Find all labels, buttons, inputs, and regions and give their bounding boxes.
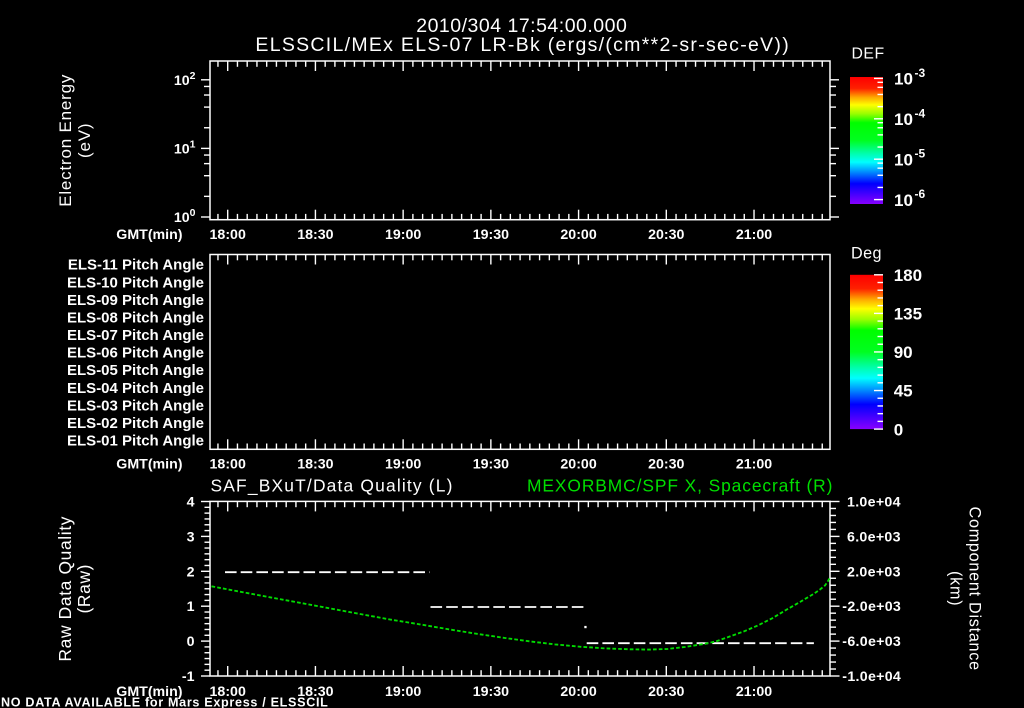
svg-text:90: 90: [894, 343, 913, 362]
svg-text:19:30: 19:30: [473, 227, 509, 243]
svg-text:21:00: 21:00: [736, 684, 772, 700]
svg-text:45: 45: [894, 382, 913, 401]
svg-text:ELS-07 Pitch Angle: ELS-07 Pitch Angle: [67, 327, 204, 344]
svg-text:-2.0e+03: -2.0e+03: [842, 599, 901, 615]
svg-text:0: 0: [894, 420, 903, 439]
svg-text:(eV): (eV): [75, 123, 94, 158]
svg-text:18:00: 18:00: [210, 456, 246, 472]
svg-text:-6: -6: [915, 187, 926, 201]
svg-text:2010/304 17:54:00.000: 2010/304 17:54:00.000: [416, 15, 627, 37]
svg-text:1: 1: [190, 138, 196, 150]
svg-text:-5: -5: [915, 147, 926, 161]
svg-text:19:00: 19:00: [385, 456, 421, 472]
svg-text:18:00: 18:00: [210, 227, 246, 243]
svg-text:0: 0: [190, 207, 196, 219]
svg-text:21:00: 21:00: [736, 227, 772, 243]
svg-text:ELS-02 Pitch Angle: ELS-02 Pitch Angle: [67, 415, 204, 432]
svg-text:(Raw): (Raw): [74, 564, 94, 614]
svg-text:ELS-11 Pitch Angle: ELS-11 Pitch Angle: [68, 257, 204, 274]
svg-text:1: 1: [187, 599, 195, 615]
svg-text:10: 10: [174, 210, 190, 226]
svg-text:18:30: 18:30: [297, 684, 333, 700]
svg-text:4: 4: [187, 495, 195, 511]
svg-text:ELS-10 Pitch Angle: ELS-10 Pitch Angle: [67, 274, 204, 291]
svg-text:19:00: 19:00: [385, 227, 421, 243]
svg-text:Raw Data Quality: Raw Data Quality: [55, 516, 75, 662]
svg-text:2.0e+03: 2.0e+03: [847, 564, 901, 580]
svg-text:ELS-06 Pitch Angle: ELS-06 Pitch Angle: [67, 345, 204, 362]
svg-text:ELS-09 Pitch Angle: ELS-09 Pitch Angle: [67, 292, 204, 309]
svg-text:180: 180: [894, 266, 922, 285]
svg-text:19:30: 19:30: [473, 456, 509, 472]
svg-text:ELS-04 Pitch Angle: ELS-04 Pitch Angle: [67, 380, 204, 397]
svg-text:18:30: 18:30: [297, 227, 333, 243]
svg-text:SAF_BXuT/Data Quality (L): SAF_BXuT/Data Quality (L): [211, 475, 454, 495]
svg-text:ELS-08 Pitch Angle: ELS-08 Pitch Angle: [67, 309, 204, 326]
svg-text:19:30: 19:30: [473, 684, 509, 700]
svg-text:-1.0e+04: -1.0e+04: [842, 669, 901, 685]
svg-text:-3: -3: [915, 66, 926, 80]
svg-text:-6.0e+03: -6.0e+03: [842, 634, 901, 650]
svg-text:135: 135: [894, 305, 922, 324]
svg-text:0: 0: [187, 634, 195, 650]
svg-text:18:30: 18:30: [297, 456, 333, 472]
svg-text:2: 2: [190, 70, 196, 82]
svg-text:Electron Energy: Electron Energy: [56, 74, 75, 207]
svg-text:10: 10: [894, 110, 913, 129]
svg-text:10: 10: [174, 141, 190, 157]
svg-text:1.0e+04: 1.0e+04: [847, 495, 901, 511]
svg-text:2: 2: [187, 564, 195, 580]
svg-text:20:30: 20:30: [648, 456, 684, 472]
svg-text:20:00: 20:00: [560, 684, 596, 700]
svg-text:(km): (km): [947, 571, 965, 606]
svg-text:3: 3: [187, 529, 195, 545]
svg-text:10: 10: [894, 70, 913, 89]
svg-text:6.0e+03: 6.0e+03: [847, 529, 901, 545]
svg-text:10: 10: [894, 191, 913, 210]
svg-text:Component Distance: Component Distance: [966, 507, 984, 671]
svg-text:NO DATA AVAILABLE for Mars Exp: NO DATA AVAILABLE for Mars Express / ELS…: [1, 695, 329, 708]
svg-text:GMT(min): GMT(min): [116, 456, 182, 472]
svg-text:GMT(min): GMT(min): [116, 684, 182, 700]
svg-text:20:30: 20:30: [648, 227, 684, 243]
svg-text:10: 10: [894, 150, 913, 169]
svg-text:-1: -1: [182, 669, 195, 685]
svg-text:ELS-03 Pitch Angle: ELS-03 Pitch Angle: [67, 397, 204, 414]
svg-text:GMT(min): GMT(min): [116, 227, 182, 243]
svg-text:MEXORBMC/SPF X, Spacecraft (R): MEXORBMC/SPF X, Spacecraft (R): [527, 475, 833, 495]
svg-text:ELS-05 Pitch Angle: ELS-05 Pitch Angle: [67, 362, 204, 379]
svg-text:20:00: 20:00: [560, 227, 596, 243]
svg-text:18:00: 18:00: [210, 684, 246, 700]
svg-text:Deg: Deg: [851, 245, 882, 263]
svg-text:ELSSCIL/MEx ELS-07 LR-Bk (erg: ELSSCIL/MEx ELS-07 LR-Bk (ergs/(cm**2-sr…: [255, 34, 790, 56]
svg-text:DEF: DEF: [852, 46, 885, 63]
svg-text:20:30: 20:30: [648, 684, 684, 700]
svg-text:ELS-01 Pitch Angle: ELS-01 Pitch Angle: [67, 433, 204, 450]
svg-text:-4: -4: [915, 106, 926, 120]
svg-text:21:00: 21:00: [736, 456, 772, 472]
svg-text:10: 10: [174, 73, 190, 89]
svg-text:19:00: 19:00: [385, 684, 421, 700]
svg-text:20:00: 20:00: [560, 456, 596, 472]
